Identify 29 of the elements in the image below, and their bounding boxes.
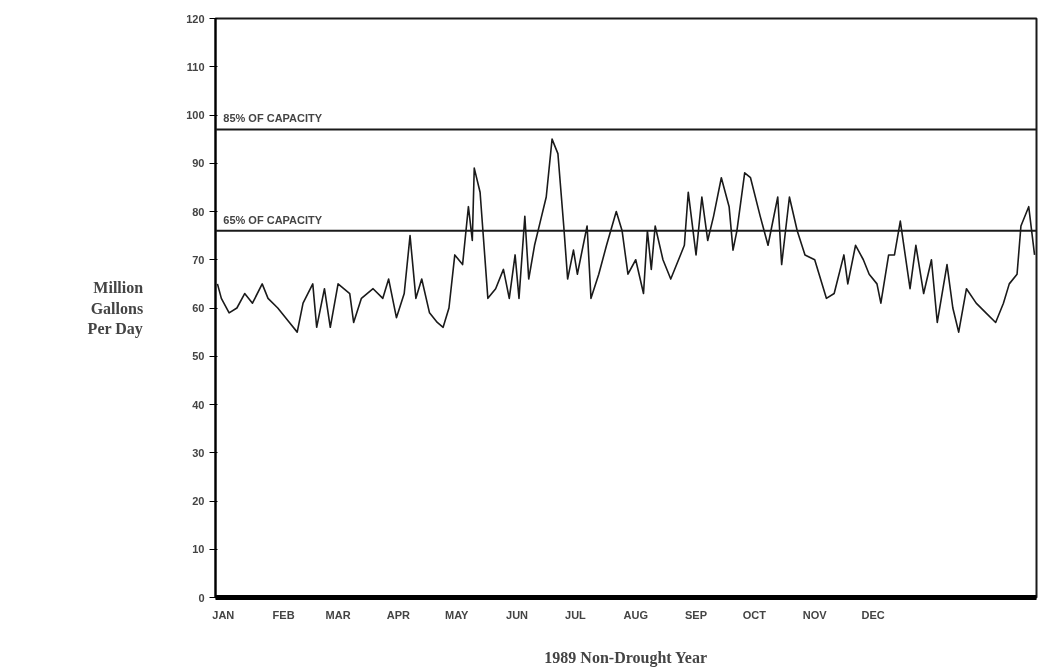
y-axis-title: Million Gallons Per Day	[87, 279, 144, 338]
y-tick-label: 80	[192, 205, 205, 218]
y-tick-label: 40	[192, 398, 205, 411]
x-tick-label: OCT	[742, 608, 767, 621]
x-tick-label: APR	[386, 608, 411, 621]
y-tick-label: 110	[186, 60, 205, 73]
x-axis-title: 1989 Non-Drought Year	[544, 648, 708, 667]
x-tick-label: MAY	[445, 608, 470, 621]
x-tick-label: JUN	[506, 608, 529, 621]
ref-line-label: 65% OF CAPACITY	[223, 213, 323, 226]
y-tick-label: 100	[186, 109, 205, 121]
x-tick-label: MAR	[325, 608, 351, 621]
y-tick-label: 90	[192, 157, 205, 170]
y-tick-label: 0	[198, 591, 205, 604]
y-tick-label: 10	[192, 543, 205, 556]
y-tick-label: 120	[186, 12, 205, 25]
y-tick-label: 20	[192, 495, 205, 507]
ref-line-label: 85% OF CAPACITY	[223, 112, 323, 125]
x-tick-label: NOV	[802, 608, 828, 621]
y-tick-label: 70	[192, 253, 205, 266]
y-tick-label: 50	[192, 350, 205, 363]
x-tick-label: AUG	[623, 608, 648, 621]
x-tick-label: FEB	[272, 608, 295, 621]
x-tick-label: DEC	[861, 608, 885, 621]
y-tick-label: 60	[192, 302, 205, 314]
y-tick-label: 30	[192, 446, 205, 459]
x-tick-label: SEP	[685, 608, 708, 621]
x-tick-label: JUL	[565, 608, 587, 621]
x-tick-label: JAN	[212, 608, 235, 621]
